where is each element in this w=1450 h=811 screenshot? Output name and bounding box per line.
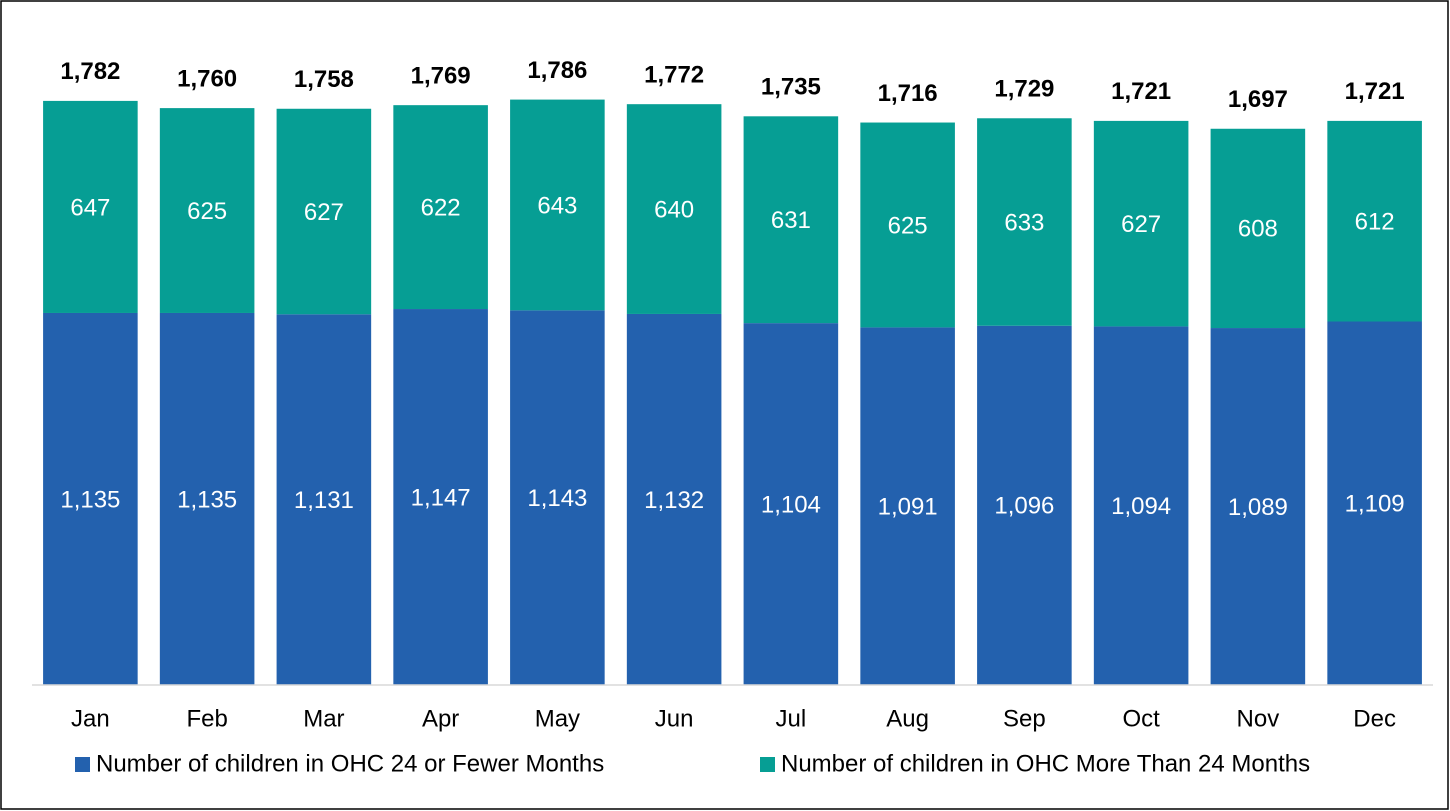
segment-label: 1,135: [60, 486, 120, 513]
segment-label: 1,109: [1345, 491, 1405, 518]
segment-label: 633: [1004, 209, 1044, 236]
bar-segment: [159, 312, 255, 685]
bar-segment: [1327, 321, 1422, 685]
bar-segment: [1093, 120, 1189, 327]
bar-segment: [159, 108, 255, 313]
x-tick-label: Jun: [655, 705, 694, 732]
bar-segment: [43, 312, 138, 685]
x-tick-label: May: [535, 705, 580, 732]
bar-segment: [1210, 128, 1306, 329]
segment-label: 647: [70, 194, 110, 221]
x-tick-label: Feb: [186, 705, 227, 732]
x-tick-label: Jan: [71, 705, 110, 732]
legend-label: Number of children in OHC 24 or Fewer Mo…: [96, 750, 604, 777]
total-label: 1,786: [527, 57, 587, 84]
bar-segment: [626, 313, 722, 685]
segment-label: 643: [537, 192, 577, 219]
bar-segment: [510, 99, 605, 311]
bar-segment: [743, 116, 839, 324]
x-tick-label: Mar: [303, 705, 344, 732]
segment-label: 631: [771, 207, 811, 234]
total-label: 1,760: [177, 65, 237, 92]
segment-label: 612: [1355, 209, 1395, 236]
bar-segment: [276, 108, 372, 315]
bar-segment: [393, 309, 488, 685]
total-label: 1,729: [994, 76, 1054, 103]
total-label: 1,769: [411, 63, 471, 90]
bar-segment: [860, 327, 955, 685]
segment-label: 1,143: [527, 485, 587, 512]
segment-label: 1,147: [411, 484, 471, 511]
legend-label: Number of children in OHC More Than 24 M…: [781, 750, 1310, 777]
x-tick-label: Aug: [886, 705, 929, 732]
x-tick-label: Sep: [1003, 705, 1046, 732]
total-label: 1,716: [878, 80, 938, 107]
segment-label: 1,131: [294, 487, 354, 514]
segment-label: 608: [1238, 216, 1278, 243]
segment-label: 1,091: [878, 494, 938, 521]
segment-label: 1,104: [761, 491, 821, 518]
bar-segment: [1093, 326, 1189, 685]
total-label: 1,758: [294, 66, 354, 93]
total-label: 1,782: [60, 58, 120, 85]
x-tick-label: Jul: [776, 705, 807, 732]
bar-segment: [43, 100, 138, 313]
bar-segment: [276, 314, 372, 685]
bar-segment: [743, 323, 839, 685]
legend-swatch: [760, 757, 775, 772]
bar-segment: [626, 104, 722, 314]
bar-segment: [1327, 120, 1422, 322]
total-label: 1,697: [1228, 86, 1288, 113]
segment-label: 627: [1121, 211, 1161, 238]
x-tick-label: Oct: [1122, 705, 1160, 732]
bar-segment: [1210, 328, 1306, 685]
segment-label: 625: [187, 198, 227, 225]
segment-label: 1,096: [994, 493, 1054, 520]
bar-segment: [977, 325, 1072, 685]
segment-label: 1,094: [1111, 493, 1171, 520]
segment-label: 625: [888, 212, 928, 239]
total-label: 1,735: [761, 74, 821, 101]
x-tick-label: Dec: [1353, 705, 1396, 732]
bar-segment: [860, 122, 955, 328]
bar-segment: [510, 310, 605, 685]
segment-label: 640: [654, 196, 694, 223]
segment-label: 622: [421, 194, 461, 221]
segment-label: 1,132: [644, 487, 704, 514]
bar-segment: [393, 105, 488, 310]
segment-label: 1,089: [1228, 494, 1288, 521]
total-label: 1,721: [1345, 78, 1405, 105]
legend-swatch: [75, 757, 90, 772]
segment-label: 1,135: [177, 486, 237, 513]
total-label: 1,721: [1111, 78, 1171, 105]
total-label: 1,772: [644, 62, 704, 89]
x-tick-label: Apr: [422, 705, 459, 732]
x-tick-label: Nov: [1237, 705, 1280, 732]
segment-label: 627: [304, 199, 344, 226]
bar-segment: [977, 118, 1072, 326]
